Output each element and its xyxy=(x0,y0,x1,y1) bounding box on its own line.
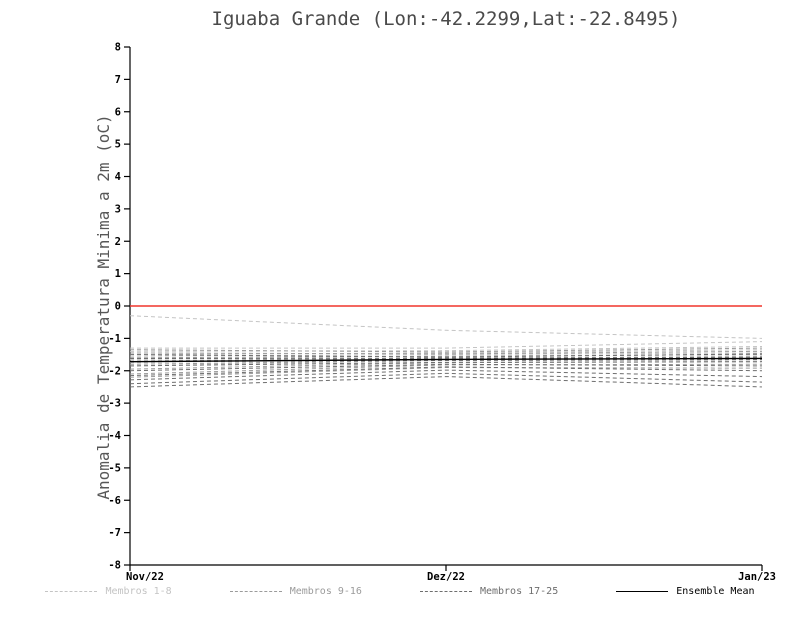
x-tick-label: Nov/22 xyxy=(126,571,164,583)
member-line xyxy=(129,369,763,381)
legend-swatch xyxy=(616,591,669,592)
legend-label: Membros 9-16 xyxy=(289,586,362,597)
legend-swatch xyxy=(45,591,98,592)
y-tick-label: -6 xyxy=(108,495,121,507)
y-tick-label: -3 xyxy=(108,398,121,410)
y-tick-label: -1 xyxy=(108,333,121,345)
legend-label: Ensemble Mean xyxy=(676,586,755,597)
ensemble-mean-line xyxy=(129,357,763,363)
y-tick-label: 4 xyxy=(115,171,121,183)
y-tick-label: 1 xyxy=(115,268,121,280)
legend-swatch xyxy=(419,591,472,592)
legend: Membros 1-8 Membros 9-16 Membros 17-25 Ense… xyxy=(0,586,800,597)
member-line xyxy=(129,363,763,372)
y-tick-label: -8 xyxy=(108,560,121,572)
legend-label: Membros 1-8 xyxy=(105,586,172,597)
legend-item: Membros 1-8 xyxy=(45,586,172,597)
legend-item: Membros 17-25 xyxy=(419,586,559,597)
y-tick-label: -4 xyxy=(108,430,121,442)
member-line xyxy=(129,347,763,353)
legend-item: Membros 9-16 xyxy=(229,586,362,597)
legend-label: Membros 17-25 xyxy=(479,586,559,597)
member-line xyxy=(129,350,763,355)
legend-item: Ensemble Mean xyxy=(616,586,755,597)
y-tick-label: 2 xyxy=(115,236,121,248)
member-line xyxy=(129,372,763,385)
y-tick-label: 8 xyxy=(115,42,121,54)
member-line xyxy=(129,315,763,339)
member-line xyxy=(129,363,763,375)
y-tick-label: 7 xyxy=(115,74,121,86)
legend-swatch xyxy=(229,591,282,592)
member-line xyxy=(129,367,763,378)
member-line xyxy=(130,341,763,349)
member-line xyxy=(129,361,763,367)
chart-title: Iguaba Grande (Lon:-42.2299,Lat:-22.8495… xyxy=(211,8,681,30)
y-tick-label: 5 xyxy=(115,139,121,151)
member-line xyxy=(129,349,763,356)
y-tick-label: 6 xyxy=(115,106,121,118)
y-tick-label: -5 xyxy=(108,462,121,474)
y-tick-label: 0 xyxy=(115,301,121,313)
x-tick-label: Dez/22 xyxy=(427,571,465,583)
member-line xyxy=(129,353,763,358)
member-line xyxy=(129,366,763,377)
member-line xyxy=(129,345,763,352)
member-line xyxy=(129,376,763,388)
y-tick-label: -7 xyxy=(108,527,121,539)
x-tick-label: Jan/23 xyxy=(738,571,776,583)
y-tick-label: -2 xyxy=(108,365,121,377)
y-tick-label: 3 xyxy=(115,203,121,215)
